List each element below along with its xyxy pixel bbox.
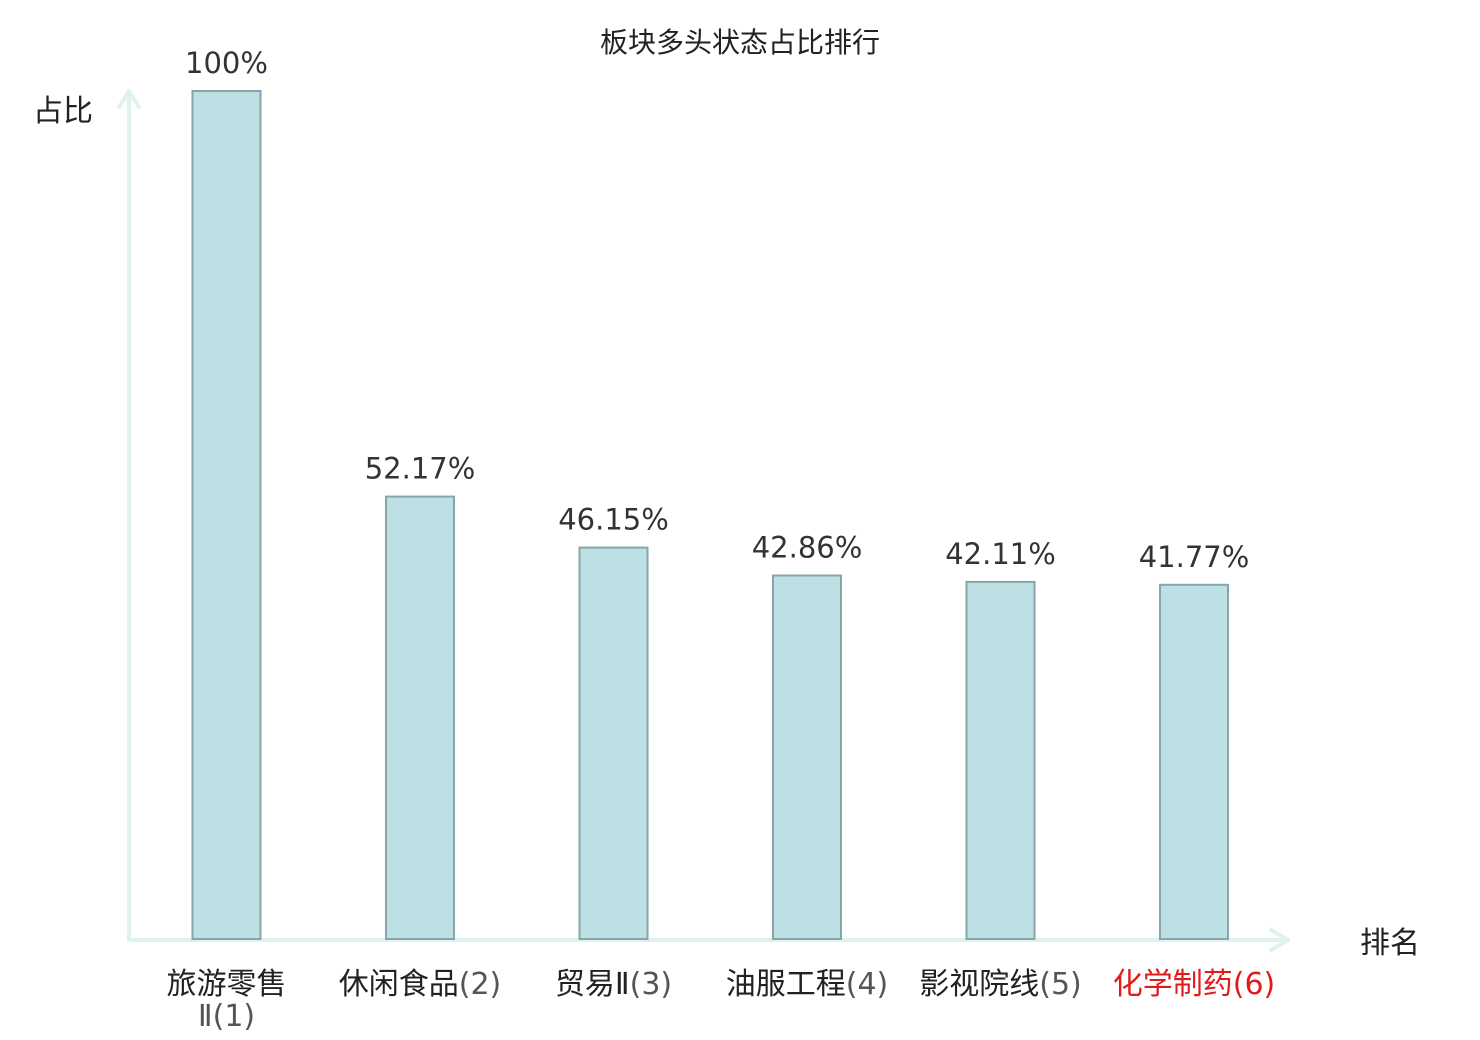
category-label-1: 旅游零售 Ⅱ(1): [167, 967, 287, 1034]
value-label-5: 42.11%: [945, 537, 1056, 571]
bar-3: [578, 546, 649, 940]
bar-1: [191, 90, 262, 940]
category-label-3: 贸易Ⅱ(3): [555, 967, 672, 1002]
y-axis-arrow: [117, 89, 141, 109]
value-labels-group: 100% 52.17% 46.15% 42.86% 42.11% 41.77%: [185, 46, 1249, 574]
bar-5: [965, 580, 1036, 941]
bar-2: [385, 495, 455, 940]
axes: [117, 89, 1290, 952]
x-axis-arrow: [1269, 928, 1290, 952]
category-label-2: 休闲食品(2): [339, 967, 502, 1002]
category-labels-group: 旅游零售 Ⅱ(1) 休闲食品(2) 贸易Ⅱ(3) 油服工程(4) 影视院线(5) 化学制药(…: [167, 967, 1276, 1034]
value-label-1: 100%: [185, 46, 268, 80]
bar-6: [1159, 583, 1229, 940]
y-axis-label: 占比: [33, 94, 93, 129]
value-label-6: 41.77%: [1139, 540, 1250, 574]
category-label-5: 影视院线(5): [919, 967, 1082, 1002]
bar-4: [772, 574, 842, 940]
chart-title: 板块多头状态占比排行: [600, 26, 880, 59]
value-label-2: 52.17%: [365, 452, 476, 486]
value-label-3: 46.15%: [558, 503, 669, 537]
category-label-4: 油服工程(4): [726, 967, 889, 1002]
value-label-4: 42.86%: [752, 531, 863, 565]
bars-group: [191, 90, 1229, 941]
category-label-6: 化学制药(6): [1113, 967, 1276, 1002]
x-axis-label: 排名: [1360, 926, 1420, 961]
